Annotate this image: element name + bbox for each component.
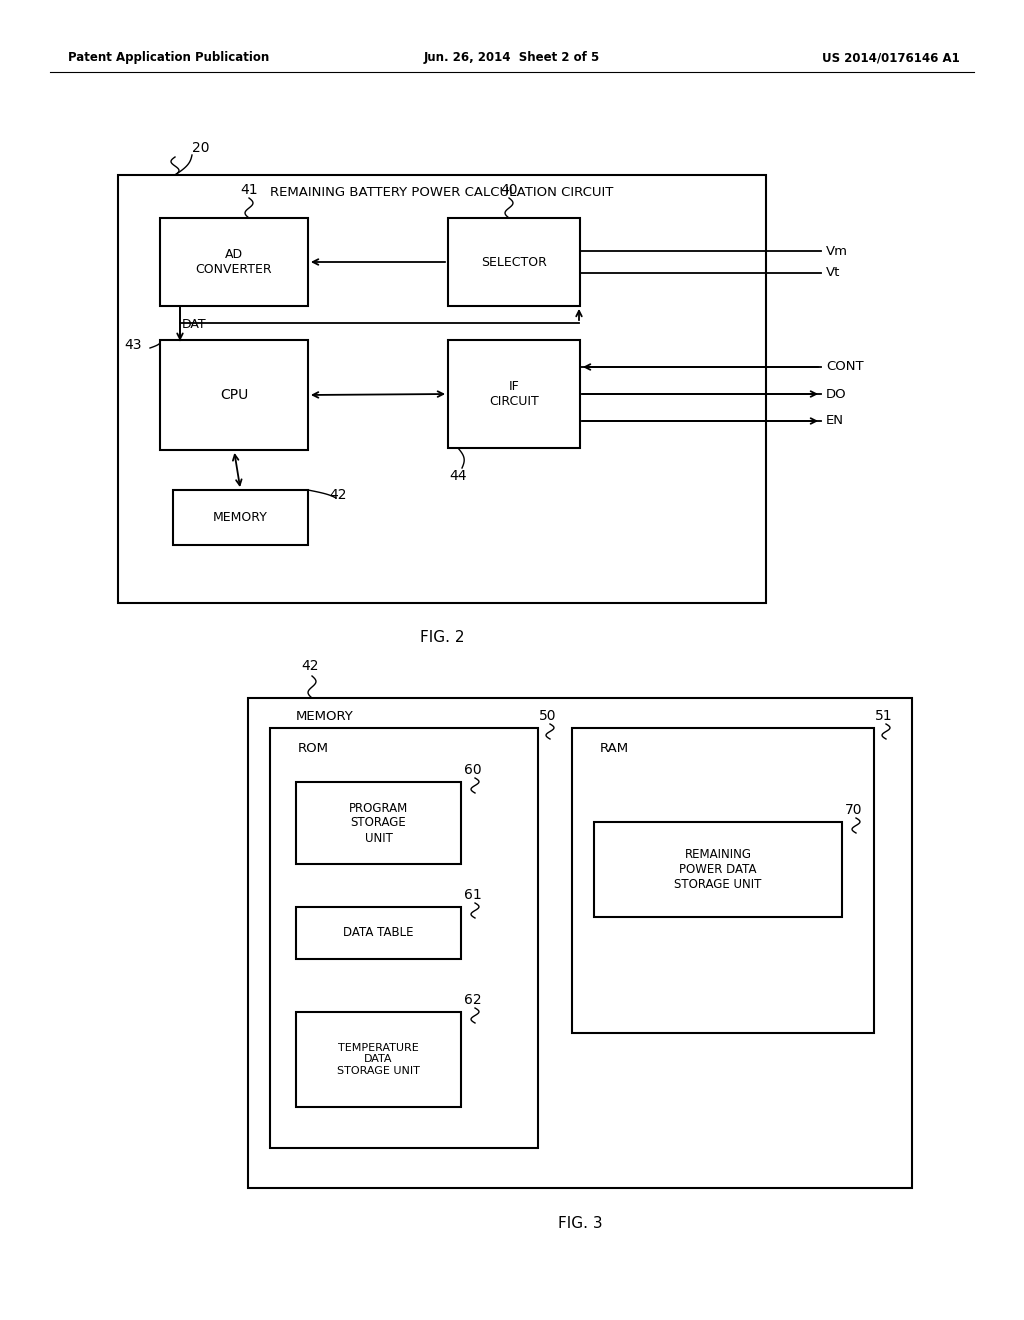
Text: SELECTOR: SELECTOR [481,256,547,268]
Text: 41: 41 [241,183,258,197]
Bar [594,822,842,917]
Text: 50: 50 [540,709,557,723]
Text: DAT: DAT [182,318,207,331]
Text: 61: 61 [464,888,482,902]
Text: REMAINING
POWER DATA
STORAGE UNIT: REMAINING POWER DATA STORAGE UNIT [675,847,762,891]
Bar [296,781,461,865]
Text: Jun. 26, 2014  Sheet 2 of 5: Jun. 26, 2014 Sheet 2 of 5 [424,51,600,65]
Text: DO: DO [826,388,847,400]
Bar [118,176,766,603]
Text: PROGRAM
STORAGE
UNIT: PROGRAM STORAGE UNIT [349,801,409,845]
Text: 42: 42 [301,659,318,673]
Text: Patent Application Publication: Patent Application Publication [68,51,269,65]
Text: AD
CONVERTER: AD CONVERTER [196,248,272,276]
Text: 70: 70 [845,803,863,817]
Text: TEMPERATURE
DATA
STORAGE UNIT: TEMPERATURE DATA STORAGE UNIT [337,1043,420,1076]
Bar [296,1012,461,1107]
Text: 20: 20 [193,141,210,154]
Text: Vt: Vt [826,267,841,279]
Text: 51: 51 [876,709,893,723]
Bar [160,218,308,306]
Bar [160,341,308,450]
Text: 40: 40 [501,183,518,197]
Text: REMAINING BATTERY POWER CALCULATION CIRCUIT: REMAINING BATTERY POWER CALCULATION CIRC… [270,186,613,199]
Bar [449,341,580,447]
Bar [270,729,538,1148]
Text: IF
CIRCUIT: IF CIRCUIT [489,380,539,408]
Text: RAM: RAM [600,742,629,755]
Text: 60: 60 [464,763,482,777]
Text: 43: 43 [125,338,142,352]
Text: MEMORY: MEMORY [213,511,268,524]
Text: FIG. 2: FIG. 2 [420,631,464,645]
Text: 42: 42 [330,488,347,502]
Bar [173,490,308,545]
Text: CONT: CONT [826,360,863,374]
Text: EN: EN [826,414,844,428]
Text: Vm: Vm [826,246,848,257]
Text: FIG. 3: FIG. 3 [558,1216,602,1230]
Text: MEMORY: MEMORY [296,710,353,722]
Text: 44: 44 [450,469,467,483]
Text: DATA TABLE: DATA TABLE [343,927,414,940]
Bar [296,907,461,960]
Text: US 2014/0176146 A1: US 2014/0176146 A1 [822,51,961,65]
Bar [449,218,580,306]
Bar [248,698,912,1188]
Bar [572,729,874,1034]
Text: CPU: CPU [220,388,248,403]
Text: ROM: ROM [298,742,329,755]
Text: 62: 62 [464,993,482,1007]
